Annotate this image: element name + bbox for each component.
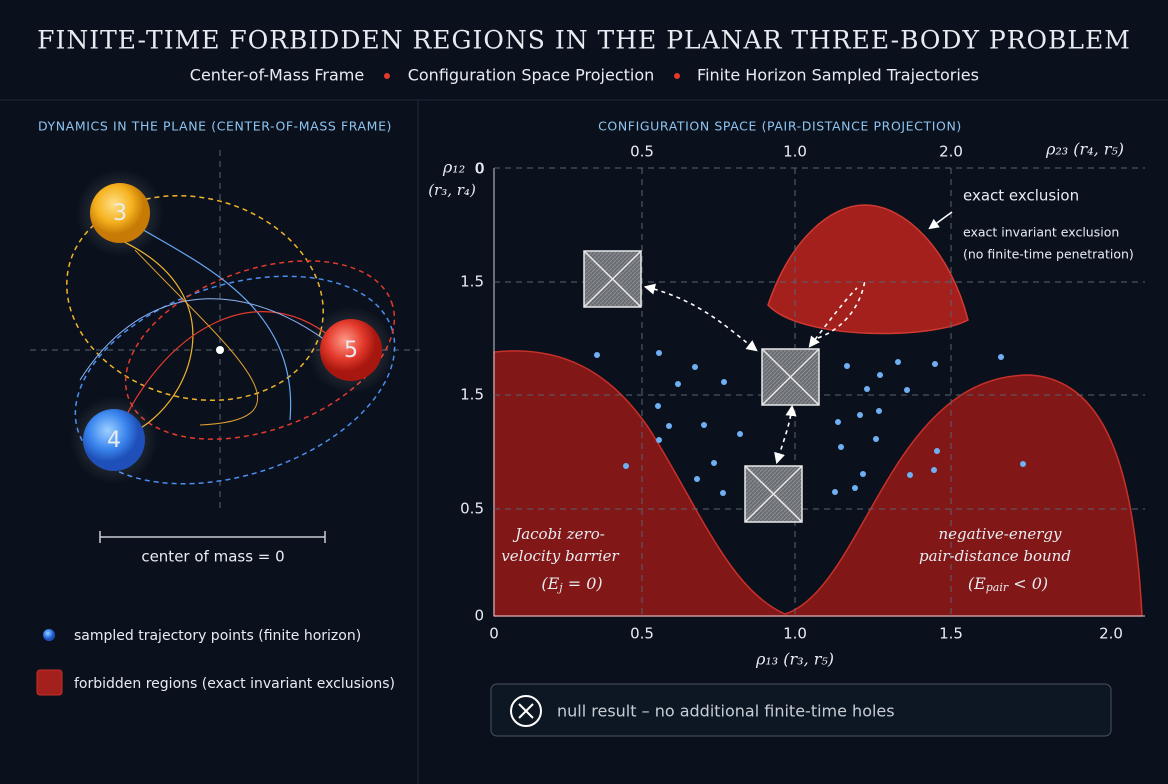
y-axis-label: (r₃, r₄) [428, 181, 476, 199]
y-tick-label: 1.5 [460, 386, 484, 404]
x-tick-label: 1.5 [939, 625, 963, 643]
top-tick-label: 2.0 [939, 143, 963, 161]
top-tick-label: 0 [475, 160, 485, 178]
subtitle-item: Finite Horizon Sampled Trajectories [697, 66, 979, 85]
separator-dot [384, 73, 390, 79]
annotation: (no finite-time penetration) [963, 247, 1134, 262]
separator-dot [674, 73, 680, 79]
x-tick-label: 0 [489, 625, 499, 643]
body [90, 183, 150, 243]
x-axis-label: ρ₁₃ (r₃, r₅) [755, 650, 834, 669]
result-box [490, 683, 1112, 737]
center-of-mass [216, 346, 224, 354]
null-icon [510, 695, 542, 727]
x-tick-label: 2.0 [1099, 625, 1123, 643]
region-label: negative-energy [939, 525, 1063, 543]
top-tick-label: 1.0 [783, 143, 807, 161]
legend-label: forbidden regions (exact invariant exclu… [74, 676, 395, 692]
panel-title: DYNAMICS IN THE PLANE (CENTER-OF-MASS FR… [38, 119, 392, 134]
body-label: 5 [344, 338, 358, 363]
y-tick-label: 0 [474, 160, 484, 178]
annotation: exact invariant exclusion [963, 225, 1119, 240]
arrows [643, 279, 866, 465]
region-label: velocity barrier [501, 547, 619, 565]
region-label: pair-distance bound [919, 547, 1071, 565]
probe-boxes [583, 250, 820, 523]
scale-bar [99, 531, 326, 543]
y-tick-label: 0.5 [460, 500, 484, 518]
region-formula: (Epair < 0) [968, 574, 1048, 595]
forbidden-regions [493, 204, 1143, 617]
scale-label: center of mass = 0 [141, 548, 284, 566]
x-tick-label: 0.5 [630, 625, 654, 643]
body-label: 4 [107, 428, 121, 453]
top-tick-label: 0.5 [630, 143, 654, 161]
x-tick-label: 1.0 [783, 625, 807, 643]
title: FINITE-TIME FORBIDDEN REGIONS IN THE PLA… [37, 26, 1131, 55]
legend-swatch [36, 669, 63, 696]
y-axis-label: ρ₁₂ [442, 158, 465, 177]
y-tick-label: 1.5 [460, 273, 484, 291]
subtitle-item: Configuration Space Projection [408, 66, 655, 85]
sample-points [594, 350, 1026, 496]
y-tick-label: 0 [474, 607, 484, 625]
panel-title: CONFIGURATION SPACE (PAIR-DISTANCE PROJE… [598, 119, 962, 134]
body [320, 319, 382, 381]
result-text: null result – no additional finite-time … [557, 702, 895, 721]
legend-dot [43, 629, 55, 641]
pointer [928, 211, 953, 230]
subtitle-item: Center-of-Mass Frame [190, 66, 364, 85]
region-label: Jacobi zero- [512, 525, 605, 543]
region-formula: (Ej = 0) [541, 574, 602, 595]
body [83, 409, 145, 471]
legend-label: sampled trajectory points (finite horizo… [74, 628, 361, 644]
body-label: 3 [113, 201, 127, 226]
top-axis-label: ρ₂₃ (r₄, r₅) [1045, 140, 1124, 159]
annotation: exact exclusion [963, 187, 1079, 205]
